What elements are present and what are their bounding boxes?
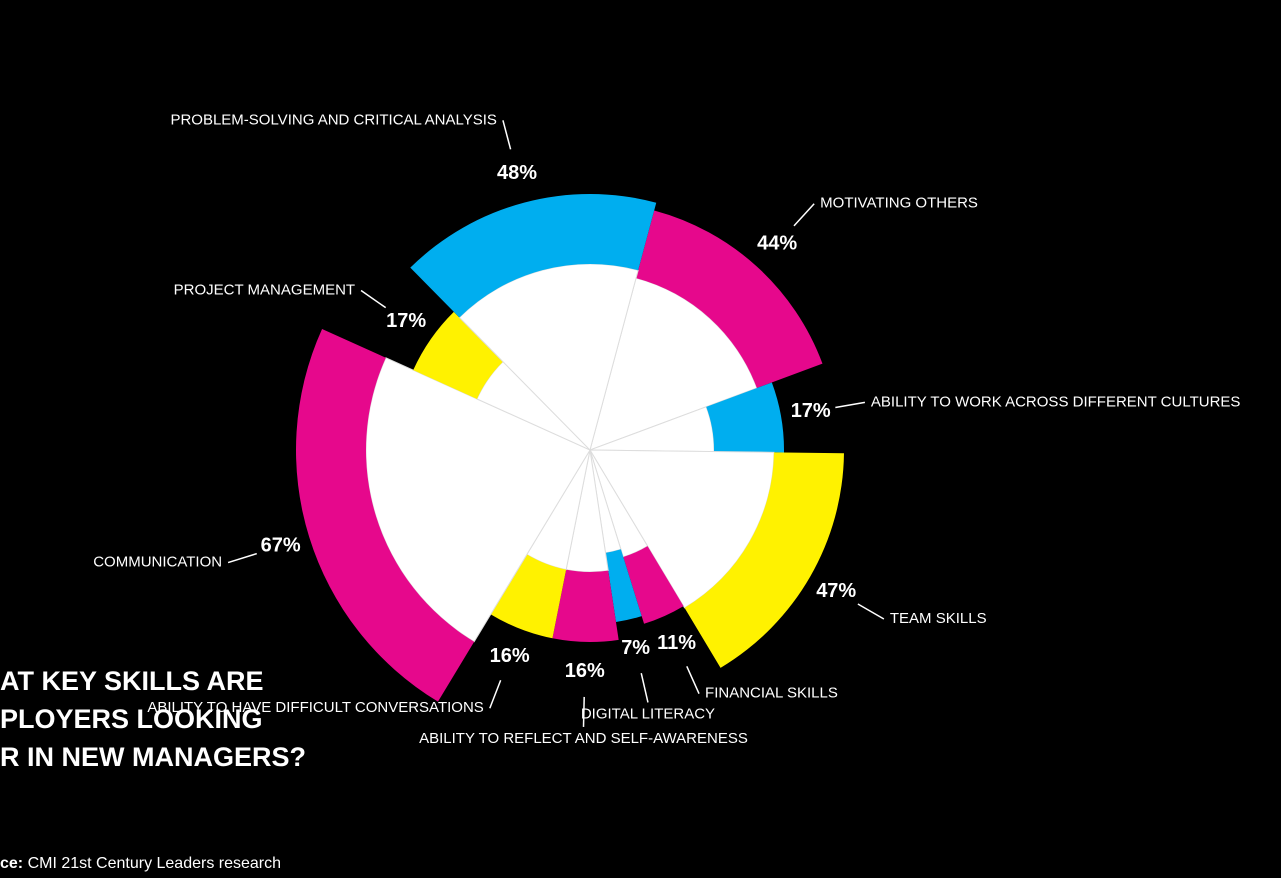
leader-line [227,552,257,564]
title-line: AT KEY SKILLS ARE [0,666,264,696]
leader-line [857,603,885,620]
value-label: 11% [657,632,696,654]
category-label: MOTIVATING OTHERS [820,195,978,212]
wedge [684,452,844,668]
category-label: DIGITAL LITERACY [581,705,715,722]
wedge [636,210,823,389]
value-label: 7% [621,637,650,659]
category-label: ABILITY TO REFLECT AND SELF-AWARENESS [419,730,748,747]
value-label: 17% [791,400,831,422]
category-label: TEAM SKILLS [890,610,987,627]
category-label: PROBLEM-SOLVING AND CRITICAL ANALYSIS [170,111,496,128]
category-label: FINANCIAL SKILLS [705,685,838,702]
value-label: 47% [816,580,856,602]
source-text: CMI 21st Century Leaders research [28,855,281,872]
wedge [490,554,567,639]
wedge [623,546,684,624]
leader-line [835,401,866,409]
leader-line [793,203,815,227]
title-line: PLOYERS LOOKING [0,704,263,734]
value-label: 16% [490,645,530,667]
wedge [706,382,784,453]
wedge [410,194,657,318]
leader-line [582,696,585,727]
value-label: 16% [565,660,605,682]
wedge [552,569,619,643]
leader-line [489,680,502,709]
value-label: 17% [386,310,426,332]
value-label: 48% [497,162,537,184]
wedge-core [458,263,639,451]
source-label: ce: [0,855,23,872]
value-label: 44% [757,233,797,255]
category-label: COMMUNICATION [93,554,222,571]
source: ce: CMI 21st Century Leaders research [0,855,281,872]
value-label: 67% [261,535,301,557]
title-line: R IN NEW MANAGERS? [0,742,306,772]
wedge [413,311,503,399]
wedge [605,549,642,623]
wedge [296,328,475,702]
leader-line [686,666,700,695]
category-label: ABILITY TO HAVE DIFFICULT CONVERSATIONS [147,699,483,716]
leader-line [640,673,649,703]
category-label: ABILITY TO WORK ACROSS DIFFERENT CULTURE… [871,393,1241,410]
category-label: PROJECT MANAGEMENT [174,281,355,298]
leader-line [360,289,387,309]
leader-line [502,120,512,150]
